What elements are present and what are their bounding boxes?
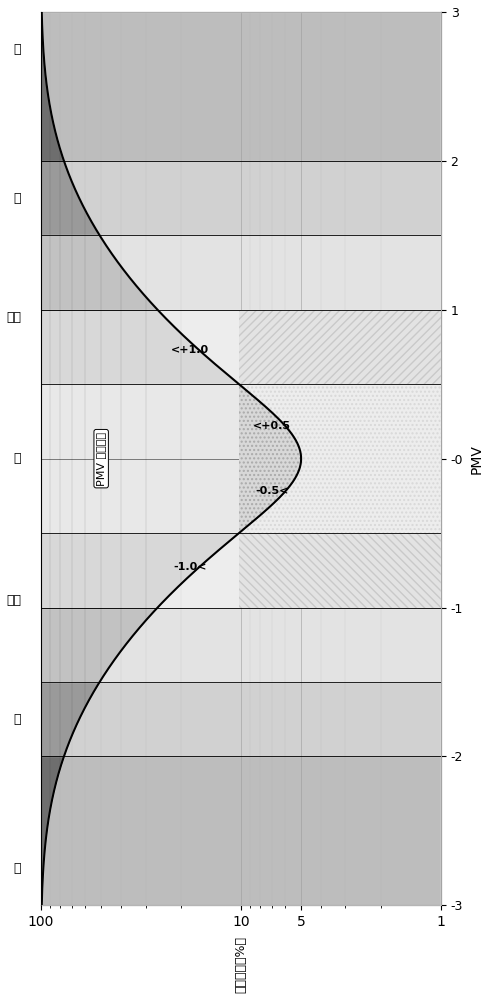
Bar <box>41 161 441 235</box>
Bar <box>41 608 441 682</box>
Bar <box>41 384 441 533</box>
Bar <box>41 756 441 905</box>
Y-axis label: PMV: PMV <box>470 444 484 474</box>
Bar <box>41 682 441 756</box>
Text: 冷: 冷 <box>13 862 21 875</box>
Bar <box>239 384 441 533</box>
Text: <+0.5: <+0.5 <box>253 421 291 431</box>
Bar <box>41 310 441 384</box>
Text: 暖: 暖 <box>13 192 21 205</box>
Text: 稍凉: 稍凉 <box>6 594 21 607</box>
Bar <box>41 12 441 161</box>
Text: 中: 中 <box>13 452 21 465</box>
Text: 稍暖: 稍暖 <box>6 311 21 324</box>
Text: PMV 区域扩张: PMV 区域扩张 <box>96 432 106 486</box>
Bar <box>41 533 441 608</box>
X-axis label: 不满意度［%］: 不满意度［%］ <box>234 936 247 993</box>
Text: -1.0<: -1.0< <box>173 562 207 572</box>
Text: 凉: 凉 <box>13 713 21 726</box>
Bar <box>239 533 441 608</box>
Bar <box>239 310 441 384</box>
Bar <box>41 235 441 310</box>
Text: -0.5<: -0.5< <box>255 486 289 496</box>
Text: <+1.0: <+1.0 <box>171 345 209 355</box>
Text: 热: 热 <box>13 43 21 56</box>
